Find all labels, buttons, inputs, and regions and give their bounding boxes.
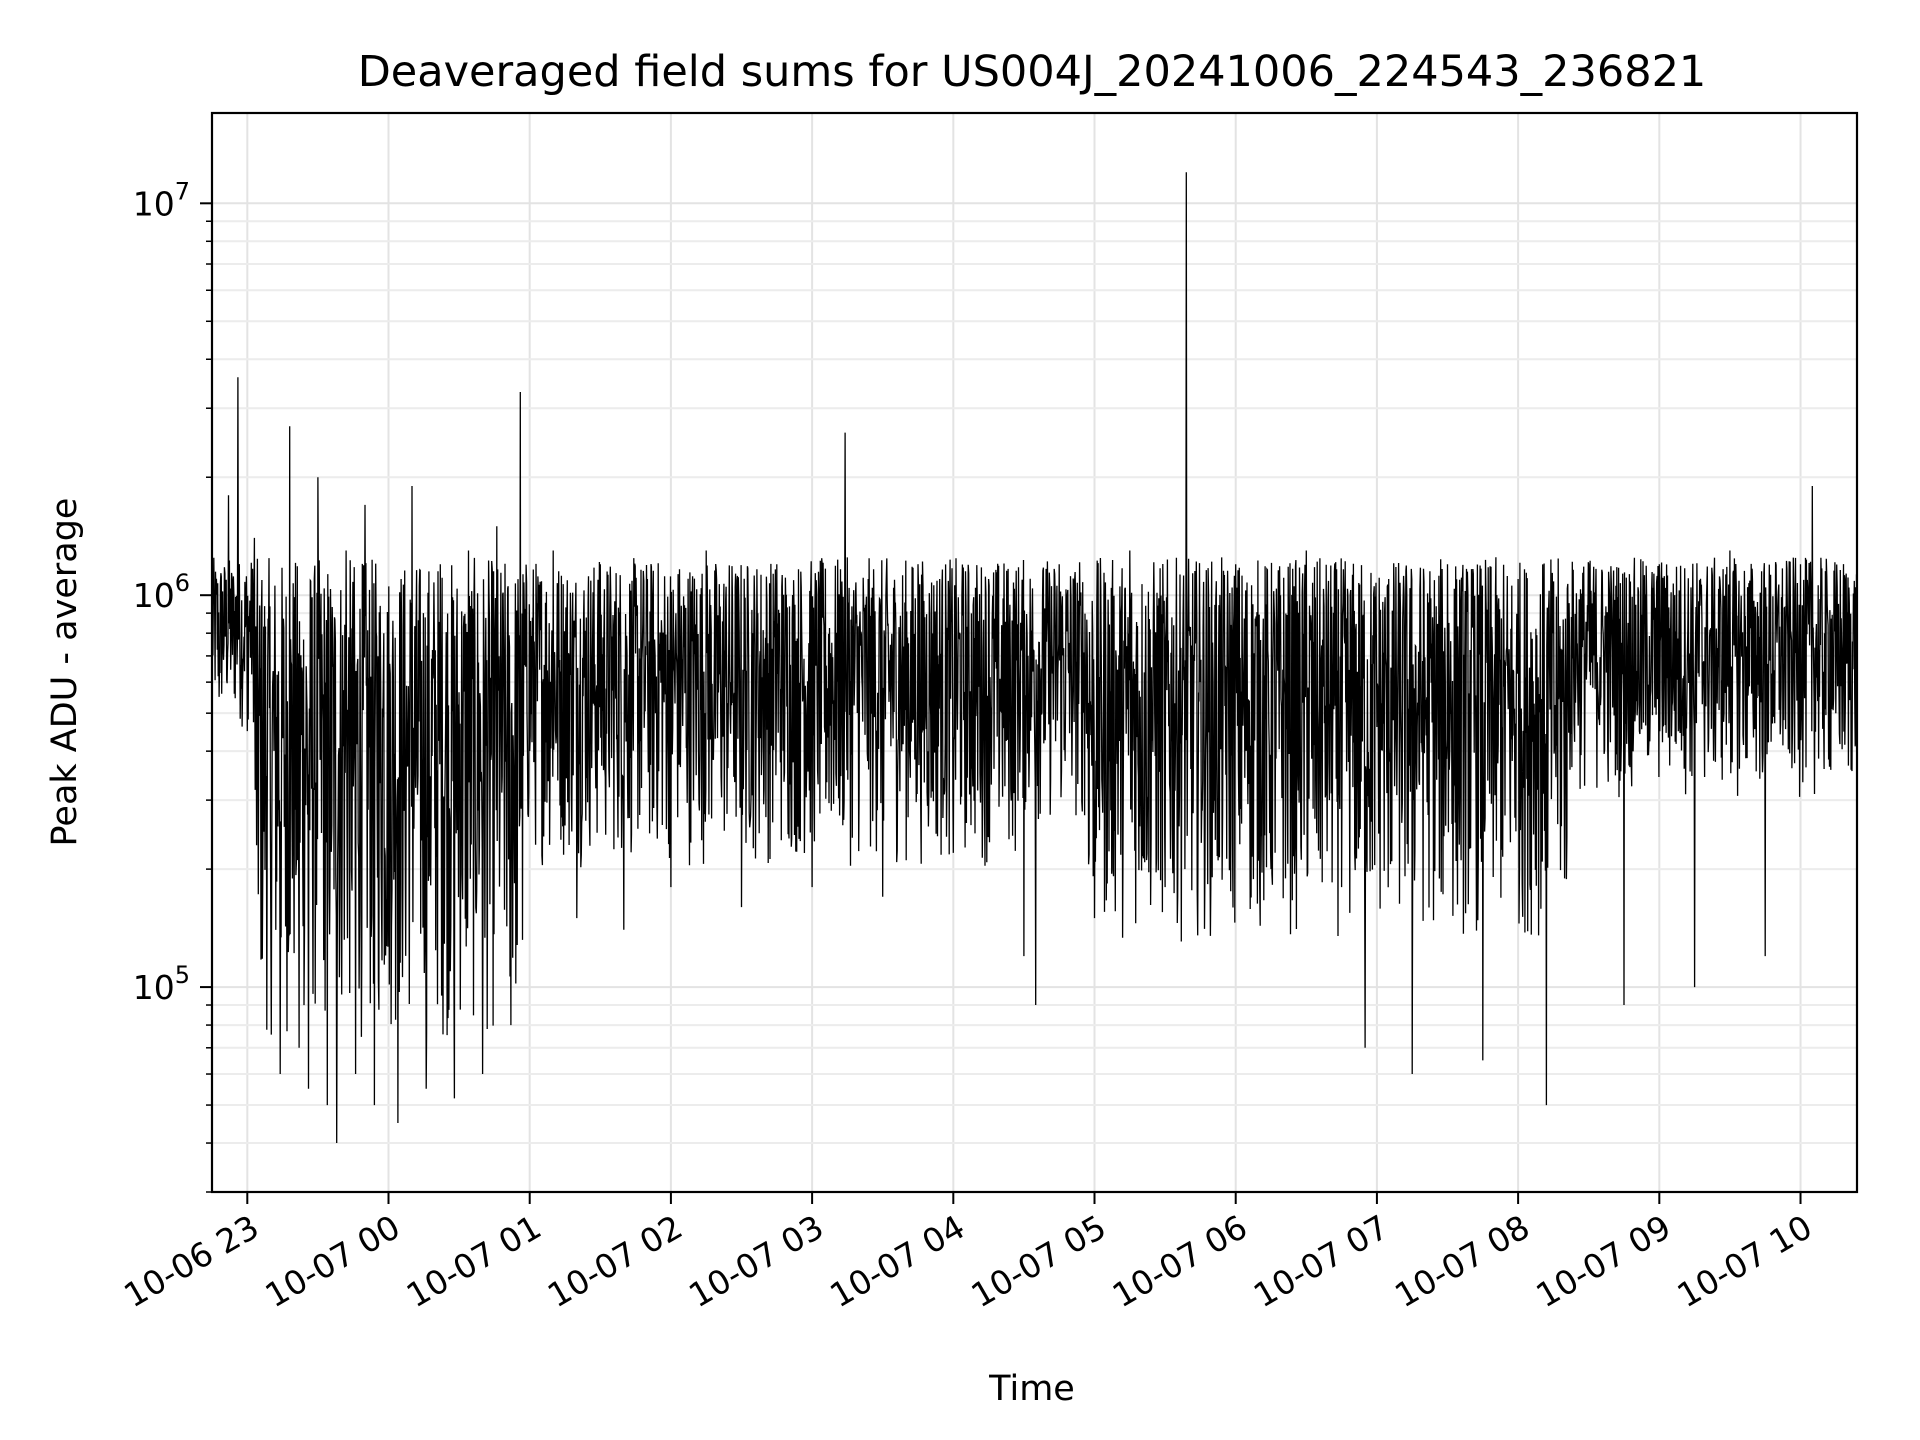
x-tick-label: 10-07 07 [1247, 1207, 1395, 1315]
x-tick-label: 10-07 03 [682, 1207, 830, 1315]
x-tick-label: 10-07 04 [823, 1207, 971, 1315]
y-tick-label: 105 [133, 961, 190, 1007]
x-tick-label: 10-07 02 [541, 1207, 689, 1315]
x-tick-label: 10-07 05 [965, 1207, 1113, 1315]
x-tick-label: 10-07 08 [1388, 1207, 1536, 1315]
x-tick-label: 10-07 00 [259, 1207, 407, 1315]
plot-area-frame [210, 111, 1859, 1194]
x-tick-label: 10-07 09 [1529, 1207, 1677, 1315]
x-tick-label: 10-07 10 [1671, 1207, 1819, 1315]
x-tick-label: 10-07 01 [400, 1207, 548, 1315]
y-axis-label: Peak ADU - average [45, 498, 85, 847]
series-line [211, 172, 1858, 1144]
chart-title: Deaveraged field sums for US004J_2024100… [358, 47, 1707, 97]
y-tick-label: 107 [133, 177, 190, 223]
x-axis-label: Time [988, 1369, 1075, 1409]
y-tick-label: 106 [133, 569, 190, 615]
x-tick-label: 10-07 06 [1106, 1207, 1254, 1315]
series-layer [211, 172, 1858, 1144]
x-tick-label: 10-06 23 [117, 1207, 265, 1315]
